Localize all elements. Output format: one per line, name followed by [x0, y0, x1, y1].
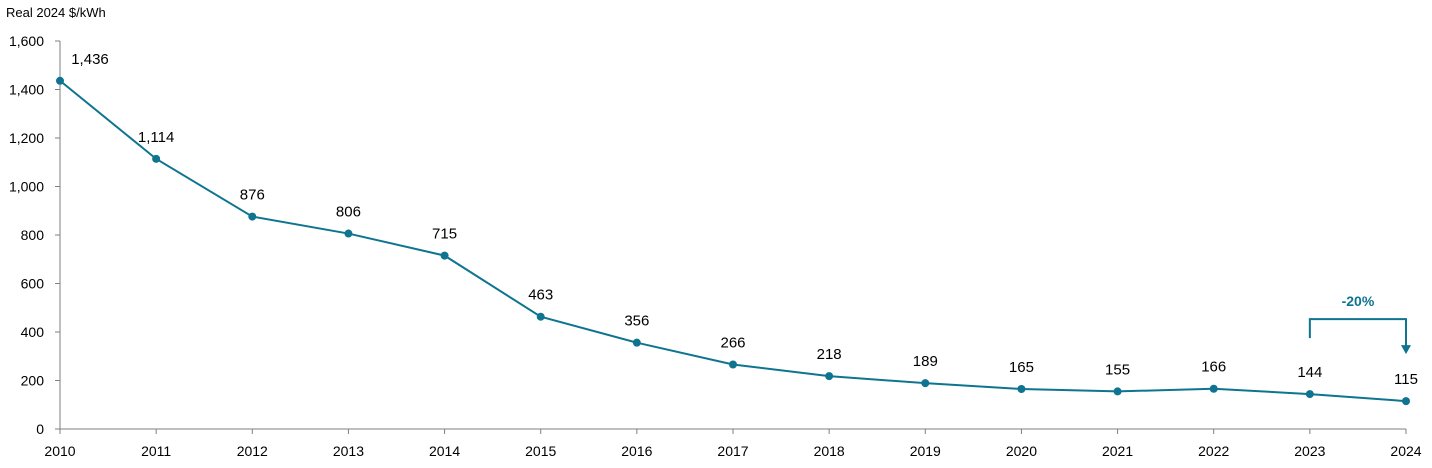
y-tick-label: 1,000: [9, 179, 44, 195]
callout-arrowhead: [1401, 345, 1411, 355]
data-point: [440, 251, 449, 260]
x-tick-label: 2019: [910, 443, 941, 459]
data-label: 155: [1105, 361, 1130, 378]
y-tick-label: 400: [21, 324, 45, 340]
x-tick-label: 2024: [1390, 443, 1421, 459]
data-point: [56, 76, 64, 85]
data-label: 1,114: [138, 129, 174, 146]
callout-bracket: [1308, 318, 1407, 347]
y-tick-label: 800: [21, 227, 45, 243]
data-point: [1209, 384, 1218, 393]
data-label: 144: [1297, 364, 1322, 381]
y-axis-ticks: 0 200 400 600 800 1,000 1,200 1,400 1,600: [9, 33, 60, 437]
data-label: 1,436: [71, 51, 109, 68]
y-tick-label: 200: [21, 373, 45, 389]
x-tick-label: 2010: [44, 443, 75, 459]
x-tick-label: 2017: [717, 443, 748, 459]
x-tick-label: 2015: [525, 443, 556, 459]
series-polyline: [59, 79, 1407, 403]
change-callout: -20%: [1308, 293, 1411, 355]
data-point: [1305, 390, 1314, 399]
data-label: 266: [720, 334, 745, 351]
data-points: [56, 76, 1410, 406]
data-label: 356: [624, 313, 649, 330]
data-label: 463: [528, 287, 553, 304]
x-tick-label: 2016: [621, 443, 652, 459]
y-tick-label: 1,400: [9, 82, 44, 98]
data-point: [1113, 387, 1122, 396]
y-tick-label: 600: [21, 276, 45, 292]
x-tick-label: 2020: [1006, 443, 1037, 459]
data-label: 115: [1394, 371, 1418, 388]
data-label: 165: [1009, 359, 1034, 376]
y-tick-label: 0: [36, 421, 44, 437]
data-labels: 1,436 1,114 876 806 715 463 356 266 218 189 165 155…: [71, 51, 1418, 388]
x-tick-label: 2023: [1294, 443, 1325, 459]
y-tick-label: 1,200: [9, 130, 44, 146]
x-tick-label: 2012: [237, 443, 268, 459]
data-point: [248, 212, 257, 221]
data-point: [344, 229, 353, 238]
x-tick-label: 2021: [1102, 443, 1133, 459]
data-point: [1402, 397, 1410, 406]
data-point: [825, 372, 834, 381]
data-label: 715: [432, 226, 457, 243]
x-tick-label: 2013: [333, 443, 364, 459]
x-tick-label: 2018: [814, 443, 845, 459]
y-tick-label: 1,600: [9, 33, 44, 49]
data-label: 166: [1201, 359, 1226, 376]
x-axis-ticks: 2010 2011 2012 2013 2014 2015 2016 2017 2018 2019…: [44, 429, 1422, 459]
data-label: 218: [817, 346, 842, 363]
data-label: 189: [913, 353, 938, 370]
data-label: 876: [240, 187, 265, 204]
data-point: [921, 379, 930, 388]
data-point: [729, 360, 737, 369]
x-tick-label: 2011: [141, 443, 171, 459]
data-point: [1017, 384, 1026, 393]
data-point: [152, 154, 161, 163]
data-point: [632, 338, 641, 347]
series-line: [59, 79, 1407, 403]
x-tick-label: 2022: [1198, 443, 1229, 459]
data-label: 806: [336, 204, 361, 221]
y-axis-unit-label: Real 2024 $/kWh: [6, 5, 106, 20]
callout-label: -20%: [1342, 293, 1375, 309]
data-point: [536, 312, 545, 321]
x-tick-label: 2014: [429, 443, 460, 459]
